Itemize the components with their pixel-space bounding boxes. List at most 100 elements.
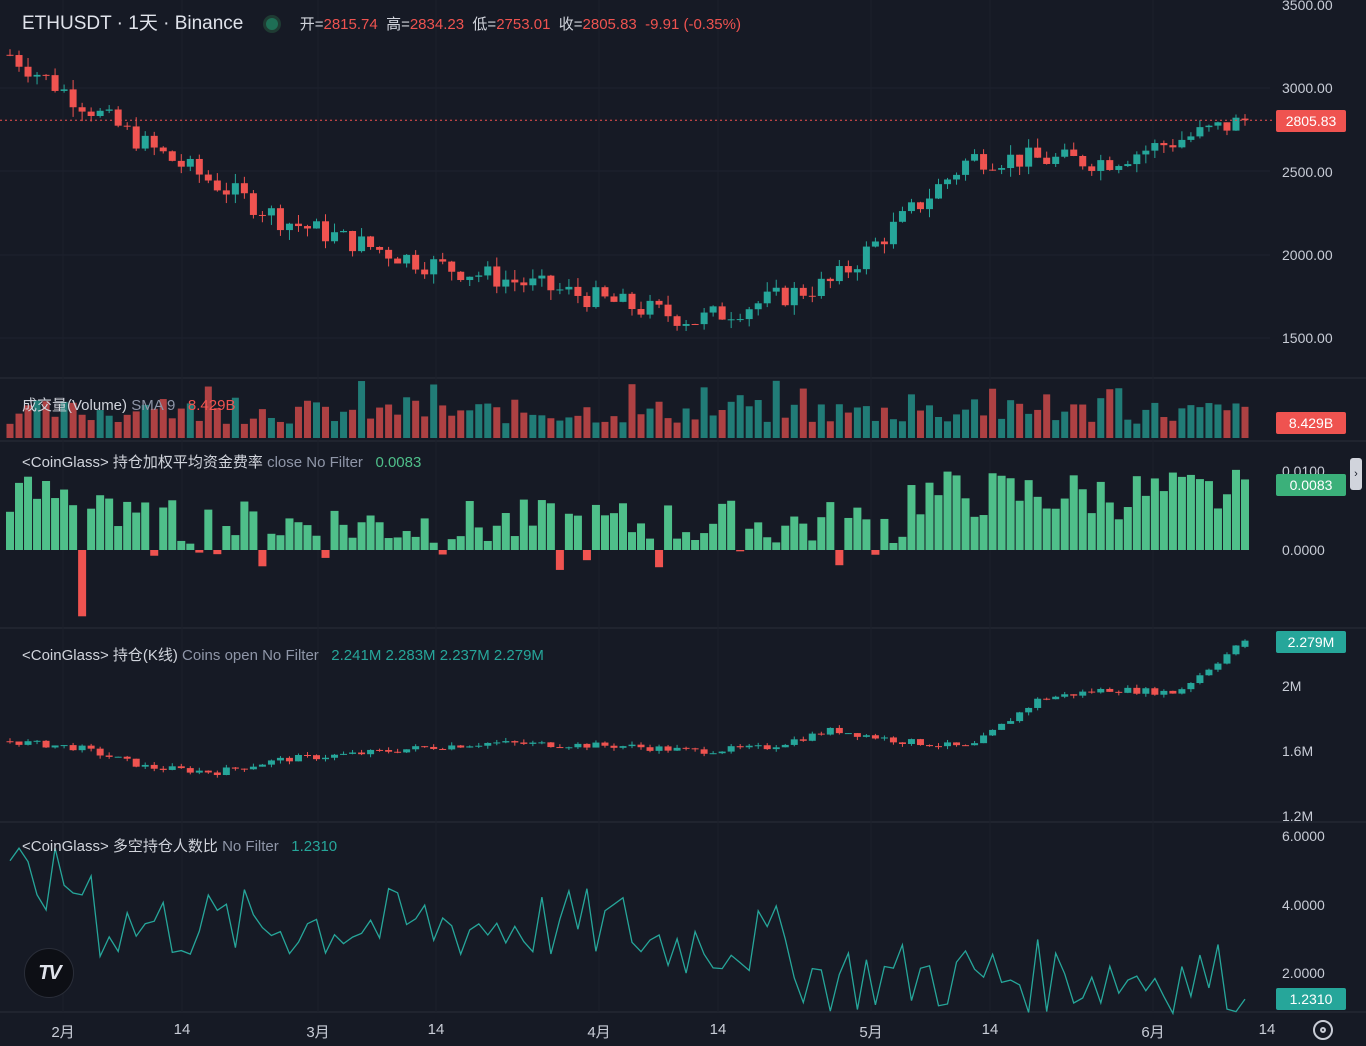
oi-candle xyxy=(123,756,131,759)
funding-bar xyxy=(943,471,952,550)
funding-bar xyxy=(1168,472,1177,550)
funding-bar xyxy=(15,482,24,550)
volume-legend[interactable]: 成交量(Volume) SMA 9 8.429B xyxy=(22,394,235,415)
oi-candle xyxy=(772,747,780,750)
volume-bar xyxy=(998,418,1006,438)
price-candle xyxy=(213,180,221,191)
volume-bar xyxy=(1007,400,1015,438)
funding-legend[interactable]: <CoinGlass> 持仓加权平均资金费率 close No Filter 0… xyxy=(22,451,421,472)
funding-bar xyxy=(123,501,132,550)
oi-candle xyxy=(159,768,167,770)
funding-bar xyxy=(817,517,826,550)
volume-bar xyxy=(844,412,852,438)
oi-legend[interactable]: <CoinGlass> 持仓(K线) Coins open No Filter … xyxy=(22,644,544,665)
volume-bar xyxy=(6,423,14,438)
price-tick: 3000.00 xyxy=(1282,80,1333,96)
funding-bar xyxy=(555,550,564,570)
oi-candle xyxy=(664,746,672,751)
oi-candle xyxy=(1034,698,1042,708)
symbol-title[interactable]: ETHUSDT · 1天 · Binance xyxy=(22,13,244,34)
price-candle xyxy=(358,236,366,252)
price-candle xyxy=(42,74,50,76)
funding-bar xyxy=(952,475,961,550)
funding-bar xyxy=(853,507,862,550)
volume-bar xyxy=(655,401,663,438)
oi-candle xyxy=(475,745,483,747)
ohlc-close-label: 收= xyxy=(558,16,583,33)
funding-bar xyxy=(916,514,925,550)
oi-candle xyxy=(493,742,501,744)
oi-candle xyxy=(168,766,176,770)
oi-candle xyxy=(709,753,717,755)
price-candle xyxy=(276,208,284,231)
volume-bar xyxy=(511,399,519,438)
funding-bar xyxy=(646,538,655,550)
price-candle xyxy=(475,275,483,277)
volume-bar xyxy=(935,416,943,438)
tradingview-logo-icon[interactable]: TV xyxy=(24,948,74,998)
settings-gear-icon[interactable] xyxy=(1313,1020,1333,1040)
volume-title: 成交量(Volume) xyxy=(22,397,128,414)
funding-bar xyxy=(366,515,375,550)
volume-bar xyxy=(1079,404,1087,438)
oi-candle xyxy=(267,760,275,765)
oi-badge: 2.279M xyxy=(1276,631,1346,653)
price-candle xyxy=(574,286,582,296)
price-candle xyxy=(763,291,771,304)
oi-candle xyxy=(213,772,221,776)
volume-bar xyxy=(1178,408,1186,438)
volume-bar xyxy=(1070,404,1078,438)
price-candle xyxy=(78,107,86,112)
funding-bar xyxy=(609,513,618,550)
oi-candle xyxy=(1214,663,1222,670)
oi-candle xyxy=(231,767,239,769)
oi-candle xyxy=(799,739,807,741)
ratio-legend[interactable]: <CoinGlass> 多空持仓人数比 No Filter 1.2310 xyxy=(22,835,337,856)
funding-bar xyxy=(33,498,42,550)
oi-candle xyxy=(358,752,366,755)
oi-candle xyxy=(367,749,375,755)
price-candle xyxy=(421,269,429,275)
volume-bar xyxy=(1187,405,1195,438)
funding-bar xyxy=(303,525,312,550)
funding-bar xyxy=(1006,478,1015,550)
price-candle xyxy=(258,214,266,216)
funding-bar xyxy=(411,536,420,550)
volume-bar xyxy=(222,423,230,438)
ratio-title: <CoinGlass> 多空持仓人数比 xyxy=(22,838,218,855)
funding-bar xyxy=(772,542,781,550)
oi-candle xyxy=(15,741,23,745)
volume-bar xyxy=(799,388,807,438)
volume-bar xyxy=(51,416,59,438)
price-candle xyxy=(195,158,203,175)
volume-bar xyxy=(1133,423,1141,438)
funding-bar xyxy=(51,498,60,550)
funding-bar xyxy=(691,540,700,550)
oi-candle xyxy=(520,742,528,744)
funding-bar xyxy=(312,535,321,550)
ratio-params: No Filter xyxy=(222,838,279,855)
oi-tick: 1.2M xyxy=(1282,808,1314,824)
volume-bar xyxy=(763,421,771,438)
oi-title: <CoinGlass> 持仓(K线) xyxy=(22,647,178,664)
volume-bar xyxy=(826,421,834,438)
oi-candle xyxy=(421,746,429,748)
price-candle xyxy=(412,254,420,270)
oi-candle xyxy=(718,751,726,754)
volume-bar xyxy=(1043,394,1051,438)
oi-candle xyxy=(727,746,735,752)
oi-candle xyxy=(204,770,212,773)
funding-bar xyxy=(682,532,691,550)
funding-bar xyxy=(988,473,997,550)
price-candle xyxy=(340,230,348,233)
x-tick: 4月 xyxy=(587,1024,611,1041)
funding-bar xyxy=(447,539,456,550)
pane-resize-handle[interactable]: › xyxy=(1350,458,1362,490)
oi-candle xyxy=(619,746,627,748)
funding-title: <CoinGlass> 持仓加权平均资金费率 xyxy=(22,454,263,471)
volume-bar xyxy=(547,418,555,438)
price-candle xyxy=(1106,160,1114,170)
volume-bar xyxy=(276,421,284,438)
oi-candle xyxy=(294,755,302,762)
